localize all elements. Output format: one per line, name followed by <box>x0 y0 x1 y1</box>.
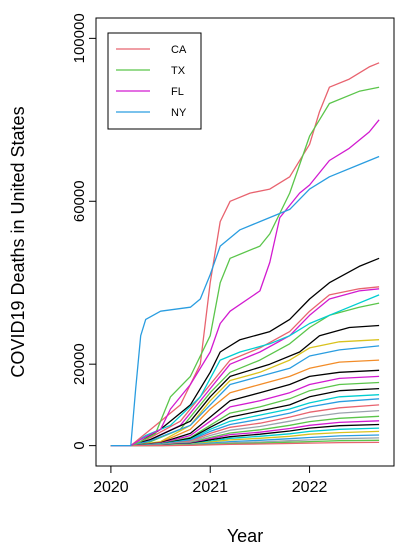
x-tick-label: 2022 <box>292 479 328 496</box>
series-line-5 <box>110 286 380 447</box>
x-axis-label: Year <box>227 526 263 546</box>
y-axis: 0 20000 60000 100000 <box>71 13 97 450</box>
legend-box <box>107 32 202 130</box>
y-tick-label: 100000 <box>71 13 88 63</box>
legend-label-ny: NY <box>171 107 187 119</box>
series-line-tx <box>110 86 380 447</box>
series-line-8 <box>110 294 380 447</box>
series-line-ny <box>110 155 380 447</box>
series-line-29 <box>110 441 380 447</box>
series-layer <box>110 62 380 447</box>
legend-label-fl: FL <box>171 86 184 98</box>
series-line-11 <box>110 345 380 447</box>
y-tick-label: 0 <box>71 441 88 449</box>
x-tick-label: 2020 <box>93 479 129 496</box>
series-line-9 <box>110 324 380 447</box>
legend: CA TX FL NY <box>107 32 202 130</box>
legend-label-tx: TX <box>171 65 186 77</box>
y-tick-label: 60000 <box>71 180 88 222</box>
x-axis: 2020 2021 2022 <box>93 465 328 496</box>
series-line-7 <box>110 302 380 447</box>
y-axis-label: COVID19 Deaths in United States <box>8 106 28 377</box>
legend-label-ca: CA <box>171 44 187 56</box>
y-tick-label: 20000 <box>71 343 88 385</box>
series-line-ca <box>110 62 380 447</box>
x-tick-label: 2021 <box>192 479 228 496</box>
series-line-fl <box>110 119 380 447</box>
